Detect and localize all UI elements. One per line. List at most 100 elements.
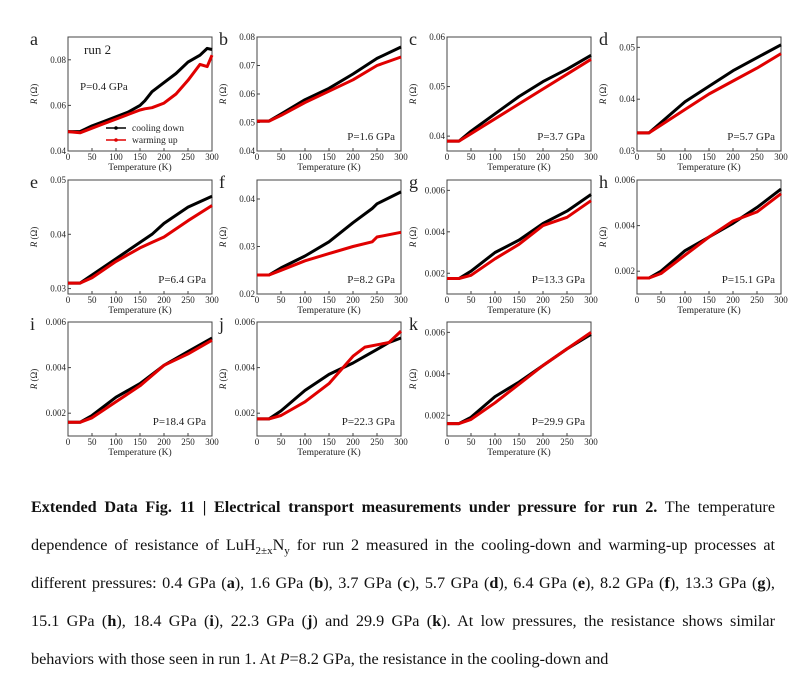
warming-up-curve [257,55,402,123]
figure-caption: Extended Data Fig. 11 | Electrical trans… [31,488,775,678]
pressure-annotation: P=22.3 GPa [342,416,395,428]
x-tick-label: 100 [109,295,123,305]
caption-segment: k [432,612,442,630]
y-axis-label: R (Ω) [29,369,39,390]
y-tick-label: 0.002 [425,268,445,278]
panel-letter: k [409,314,418,334]
caption-segment: h [107,612,117,630]
y-tick-label: 0.004 [425,369,446,379]
caption-segment: 2±x [255,545,273,558]
x-tick-label: 200 [726,295,740,305]
y-axis-label: R (Ω) [218,84,228,105]
y-axis-label: R (Ω) [598,84,608,105]
cooling-down-curve [637,43,782,135]
caption-segment: ), 8.2 GPa ( [585,574,665,592]
y-tick-label: 0.04 [239,146,255,156]
pressure-annotation: P=18.4 GPa [153,416,206,428]
x-tick-label: 250 [370,295,384,305]
y-tick-label: 0.08 [50,55,66,65]
x-tick-label: 150 [322,437,336,447]
x-axis-label: Temperature (K) [297,447,360,458]
x-axis-label: Temperature (K) [297,305,360,316]
caption-segment: N [272,536,285,554]
x-tick-label: 150 [702,152,716,162]
pressure-annotation: P=0.4 GPa [80,81,128,93]
x-tick-label: 300 [205,437,219,447]
panel-letter: f [219,172,225,192]
x-tick-label: 150 [322,295,336,305]
y-axis-label: R (Ω) [218,369,228,390]
warming-up-curve [637,52,782,135]
x-tick-label: 300 [774,152,788,162]
panel-letter: j [218,314,224,334]
panel-g: 0 50 100 150 200 250 300 0.002 0.004 0.006 Tempera… [408,172,598,316]
x-tick-label: 100 [109,437,123,447]
y-tick-label: 0.002 [425,410,445,420]
x-tick-label: 200 [346,152,360,162]
y-tick-label: 0.006 [425,185,446,195]
pressure-annotation: P=15.1 GPa [722,274,775,286]
legend-label: cooling down [132,124,184,134]
y-tick-label: 0.006 [46,317,67,327]
x-tick-label: 50 [277,152,287,162]
cooling-down-curve [257,190,402,277]
x-tick-label: 300 [394,295,408,305]
caption-segment: f [664,574,670,592]
x-tick-label: 100 [298,295,312,305]
y-axis-label-unit: (Ω) [408,84,418,99]
caption-segment: Extended Data Fig. 11 | Electrical trans… [31,498,658,516]
y-tick-label: 0.004 [425,227,446,237]
x-axis-label: Temperature (K) [677,305,740,316]
x-tick-label: 50 [657,295,667,305]
caption-segment: ), 5.7 GPa ( [409,574,490,592]
y-axis-label-symbol: R [408,98,418,105]
figure-panels: 0 50 100 150 200 250 300 0.04 0.06 0.08 Temperatur… [29,29,788,458]
y-axis-label-unit: (Ω) [29,369,39,384]
x-tick-label: 200 [157,295,171,305]
y-tick-label: 0.006 [235,317,256,327]
caption-segment: i [209,612,214,630]
caption-segment: ), 13.3 GPa ( [669,574,758,592]
x-tick-label: 0 [66,437,71,447]
x-tick-label: 150 [512,152,526,162]
caption-segment: b [314,574,324,592]
x-tick-label: 300 [774,295,788,305]
panel-letter: g [409,172,418,192]
caption-segment: ), 18.4 GPa ( [116,612,210,630]
caption-segment: =8.2 GPa, the resistance in the cooling-… [289,650,609,668]
x-tick-label: 0 [445,437,450,447]
x-tick-label: 0 [635,295,640,305]
panel-letter: a [30,29,38,49]
x-tick-label: 50 [467,152,477,162]
x-tick-label: 250 [750,295,764,305]
y-tick-label: 0.08 [239,32,255,42]
cooling-down-curve [257,45,402,123]
y-axis-label-symbol: R [598,98,608,105]
x-axis-label: Temperature (K) [108,305,171,316]
y-tick-label: 0.06 [429,32,445,42]
warming-up-curve [68,204,213,285]
x-tick-label: 50 [88,295,98,305]
x-tick-label: 0 [635,152,640,162]
x-tick-label: 100 [678,152,692,162]
x-tick-label: 100 [488,152,502,162]
warming-up-curve [447,331,592,426]
x-tick-label: 200 [346,437,360,447]
warming-up-curve [67,54,214,135]
y-tick-label: 0.03 [50,284,66,294]
pressure-annotation: P=3.7 GPa [537,131,585,143]
x-tick-label: 200 [157,152,171,162]
caption-segment: a [226,574,235,592]
x-tick-label: 250 [560,295,574,305]
x-tick-label: 100 [678,295,692,305]
x-tick-label: 300 [394,152,408,162]
x-tick-label: 100 [488,437,502,447]
x-tick-label: 250 [181,152,195,162]
x-tick-label: 50 [88,437,98,447]
y-axis-label: R (Ω) [408,84,418,105]
y-tick-label: 0.002 [235,408,255,418]
cooling-down-curve [447,54,592,143]
y-axis-label: R (Ω) [218,227,228,248]
pressure-annotation: P=5.7 GPa [727,131,775,143]
y-axis-label-unit: (Ω) [408,227,418,242]
